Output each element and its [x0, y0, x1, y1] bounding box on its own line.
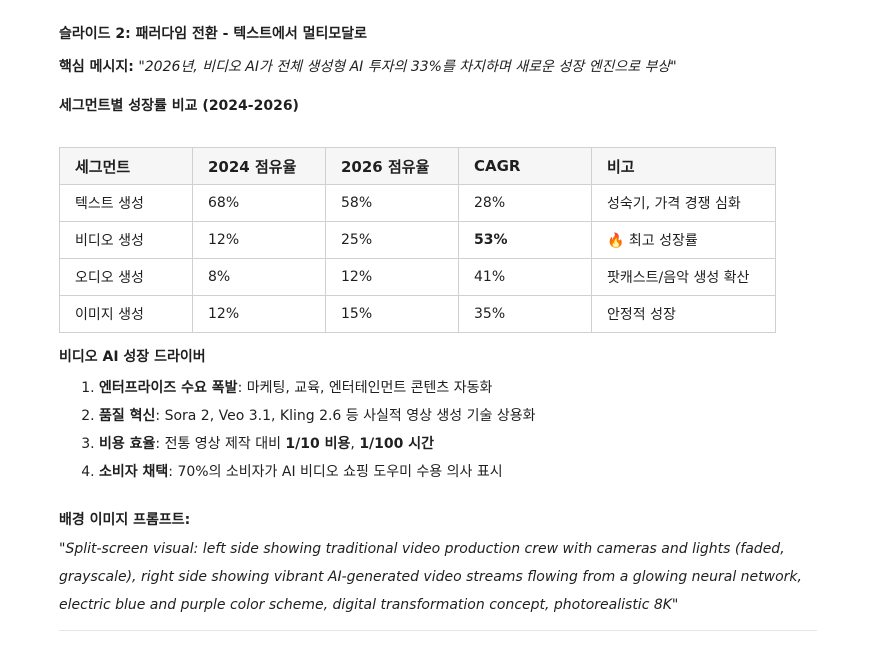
table-cell: 오디오 생성 [59, 258, 193, 296]
table-row: 텍스트 생성 68% 58% 28% 성숙기, 가격 경쟁 심화 [59, 184, 776, 222]
driver-text: : 전통 영상 제작 대비 [155, 436, 286, 452]
driver-text: : 마케팅, 교육, 엔터테인먼트 콘텐츠 자동화 [237, 380, 493, 396]
key-message: 핵심 메시지: "2026년, 비디오 AI가 전체 생성형 AI 투자의 33… [59, 57, 677, 77]
table-cell: 58% [325, 184, 459, 222]
table-cell: 12% [325, 258, 459, 296]
key-message-text: "2026년, 비디오 AI가 전체 생성형 AI 투자의 33%를 차지하며 … [138, 59, 677, 75]
list-item: 엔터프라이즈 수요 폭발: 마케팅, 교육, 엔터테인먼트 콘텐츠 자동화 [99, 374, 535, 402]
table-cell: 8% [192, 258, 326, 296]
table-cell: 비디오 생성 [59, 221, 193, 259]
list-item: 비용 효율: 전통 영상 제작 대비 1/10 비용, 1/100 시간 [99, 430, 535, 458]
drivers-list: 엔터프라이즈 수요 폭발: 마케팅, 교육, 엔터테인먼트 콘텐츠 자동화 품질… [59, 374, 535, 486]
list-item: 품질 혁신: Sora 2, Veo 3.1, Kling 2.6 등 사실적 … [99, 402, 535, 430]
bg-prompt-text: "Split-screen visual: left side showing … [59, 541, 802, 613]
table-cell: 성숙기, 가격 경쟁 심화 [591, 184, 776, 222]
driver-bold: 1/10 비용 [285, 436, 351, 452]
driver-text: , [350, 436, 360, 452]
table-cell: 텍스트 생성 [59, 184, 193, 222]
table-header-cell: 2024 점유율 [192, 147, 326, 185]
divider [59, 630, 817, 631]
list-item: 소비자 채택: 70%의 소비자가 AI 비디오 쇼핑 도우미 수용 의사 표시 [99, 458, 535, 486]
table-cell: 41% [458, 258, 592, 296]
drivers-title: 비디오 AI 성장 드라이버 [59, 349, 206, 365]
table-cell: 12% [192, 221, 326, 259]
table-cell: 🔥 최고 성장률 [591, 221, 776, 259]
table-row: 이미지 생성 12% 15% 35% 안정적 성장 [59, 295, 776, 333]
driver-label: 품질 혁신 [99, 408, 156, 424]
table-row: 비디오 생성 12% 25% 53% 🔥 최고 성장률 [59, 221, 776, 259]
table-cell: 25% [325, 221, 459, 259]
slide-title: 슬라이드 2: 패러다임 전환 - 텍스트에서 멀티모달로 [59, 26, 367, 42]
table-header-cell: 세그먼트 [59, 147, 193, 185]
key-message-label: 핵심 메시지: [59, 59, 134, 75]
table-cell: 15% [325, 295, 459, 333]
table-cell: 68% [192, 184, 326, 222]
segment-section-title: 세그먼트별 성장률 비교 (2024-2026) [59, 98, 299, 114]
segment-table: 세그먼트 2024 점유율 2026 점유율 CAGR 비고 텍스트 생성 68… [59, 147, 776, 333]
table-header-cell: 2026 점유율 [325, 147, 459, 185]
table-header-row: 세그먼트 2024 점유율 2026 점유율 CAGR 비고 [59, 147, 776, 185]
table-cell: 이미지 생성 [59, 295, 193, 333]
driver-text: : 70%의 소비자가 AI 비디오 쇼핑 도우미 수용 의사 표시 [168, 464, 503, 480]
table-cell: 12% [192, 295, 326, 333]
driver-label: 소비자 채택 [99, 464, 169, 480]
driver-text: : Sora 2, Veo 3.1, Kling 2.6 등 사실적 영상 생성… [155, 408, 536, 424]
table-cell: 28% [458, 184, 592, 222]
driver-label: 엔터프라이즈 수요 폭발 [99, 380, 238, 396]
driver-label: 비용 효율 [99, 436, 156, 452]
table-header-cell: CAGR [458, 147, 592, 185]
bg-prompt-title: 배경 이미지 프롬프트: [59, 512, 191, 528]
table-cell: 35% [458, 295, 592, 333]
driver-bold: 1/100 시간 [359, 436, 435, 452]
table-header-cell: 비고 [591, 147, 776, 185]
table-cell-highlight: 53% [458, 221, 592, 259]
table-cell: 안정적 성장 [591, 295, 776, 333]
table-row: 오디오 생성 8% 12% 41% 팟캐스트/음악 생성 확산 [59, 258, 776, 296]
table-cell: 팟캐스트/음악 생성 확산 [591, 258, 776, 296]
